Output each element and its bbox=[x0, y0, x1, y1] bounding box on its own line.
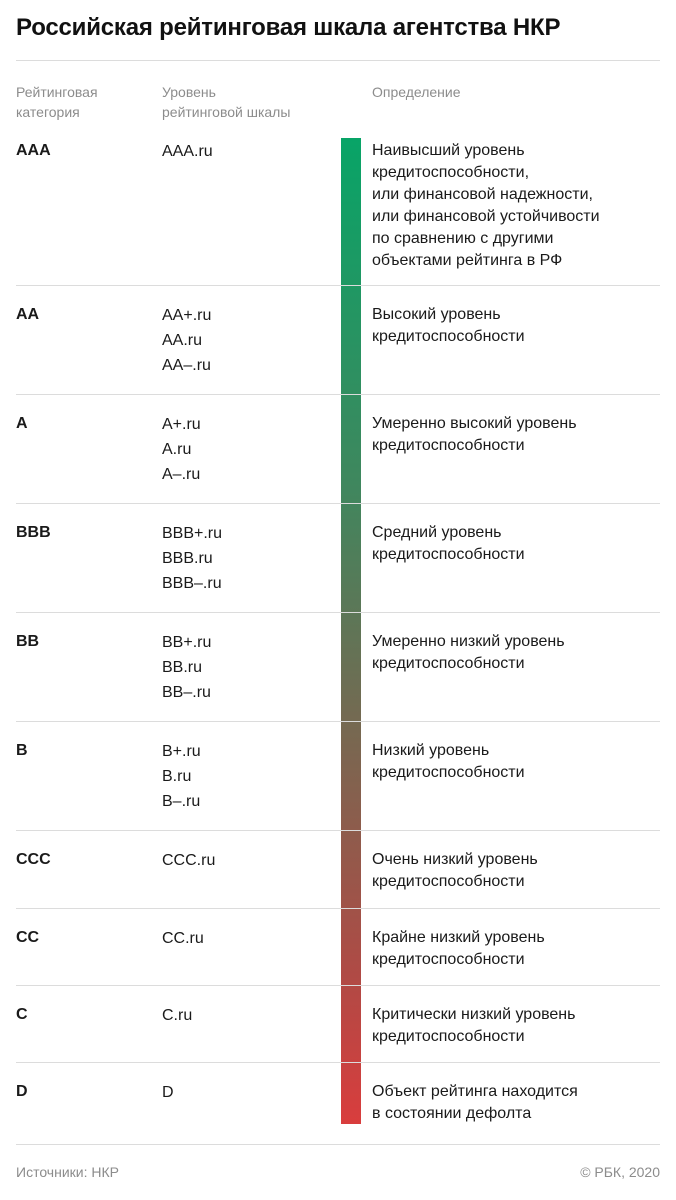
rating-level: A+.ru bbox=[162, 416, 201, 433]
rating-definition: Низкий уровень кредитоспособности bbox=[372, 742, 525, 781]
rating-category: BB bbox=[16, 633, 40, 650]
rating-category: BBB bbox=[16, 524, 51, 541]
row-divider bbox=[16, 285, 660, 286]
rating-level: BBB–.ru bbox=[162, 575, 222, 592]
footer-copyright: © РБК, 2020 bbox=[580, 1164, 660, 1180]
rating-definition: Наивысший уровень кредитоспособности, ил… bbox=[372, 142, 600, 269]
rating-levels: AAA.ru bbox=[162, 140, 332, 165]
rating-level: AA.ru bbox=[162, 332, 203, 349]
rating-definition: Очень низкий уровень кредитоспособности bbox=[372, 851, 538, 890]
rating-level: AA+.ru bbox=[162, 307, 212, 324]
row-divider bbox=[16, 612, 660, 613]
rating-category: D bbox=[16, 1083, 28, 1100]
rating-definition: Средний уровень кредитоспособности bbox=[372, 524, 525, 563]
rating-definition: Умеренно низкий уровень кредитоспособнос… bbox=[372, 633, 565, 672]
rating-levels: CCC.ru bbox=[162, 849, 332, 874]
rating-level: B+.ru bbox=[162, 743, 201, 760]
rating-levels: C.ru bbox=[162, 1004, 332, 1029]
rating-category: B bbox=[16, 742, 28, 759]
rating-definition: Критически низкий уровень кредитоспособн… bbox=[372, 1006, 576, 1045]
rating-levels: B+.ru B.ru B–.ru bbox=[162, 740, 332, 815]
rating-levels: BB+.ru BB.ru BB–.ru bbox=[162, 631, 332, 706]
rating-category: C bbox=[16, 1006, 28, 1023]
row-divider bbox=[16, 985, 660, 986]
column-header-level: Уровень рейтинговой шкалы bbox=[162, 84, 291, 120]
row-divider bbox=[16, 830, 660, 831]
rating-definition: Умеренно высокий уровень кредитоспособно… bbox=[372, 415, 577, 454]
rating-level: D bbox=[162, 1084, 174, 1101]
rating-definition: Высокий уровень кредитоспособности bbox=[372, 306, 525, 345]
rating-levels: AA+.ru AA.ru AA–.ru bbox=[162, 304, 332, 379]
row-divider bbox=[16, 503, 660, 504]
column-header-category: Рейтинговая категория bbox=[16, 84, 98, 120]
rating-level: B.ru bbox=[162, 768, 192, 785]
rating-category: A bbox=[16, 415, 28, 432]
rating-level: C.ru bbox=[162, 1007, 193, 1024]
rating-levels: BBB+.ru BBB.ru BBB–.ru bbox=[162, 522, 332, 597]
footer-divider bbox=[16, 1144, 660, 1145]
rating-category: AA bbox=[16, 306, 40, 323]
rating-levels: A+.ru A.ru A–.ru bbox=[162, 413, 332, 488]
rating-level: BB–.ru bbox=[162, 684, 211, 701]
title-divider bbox=[16, 60, 660, 61]
rating-category: AAA bbox=[16, 142, 51, 159]
rating-level: A–.ru bbox=[162, 466, 201, 483]
rating-definition: Объект рейтинга находится в состоянии де… bbox=[372, 1083, 578, 1122]
rating-category: CCC bbox=[16, 851, 51, 868]
rating-level: BB+.ru bbox=[162, 634, 212, 651]
row-divider bbox=[16, 721, 660, 722]
rating-level: AAA.ru bbox=[162, 143, 213, 160]
column-header-definition: Определение bbox=[372, 84, 461, 100]
footer-source: Источники: НКР bbox=[16, 1164, 119, 1180]
rating-category: CC bbox=[16, 929, 40, 946]
rating-level: A.ru bbox=[162, 441, 192, 458]
row-divider bbox=[16, 908, 660, 909]
rating-level: CC.ru bbox=[162, 930, 204, 947]
rating-levels: CC.ru bbox=[162, 927, 332, 952]
rating-level: BBB.ru bbox=[162, 550, 213, 567]
page-title: Российская рейтинговая шкала агентства Н… bbox=[16, 14, 561, 41]
rating-level: B–.ru bbox=[162, 793, 201, 810]
rating-levels: D bbox=[162, 1081, 332, 1106]
rating-level: BB.ru bbox=[162, 659, 203, 676]
rating-level: BBB+.ru bbox=[162, 525, 223, 542]
row-divider bbox=[16, 394, 660, 395]
rating-level: AA–.ru bbox=[162, 357, 211, 374]
row-divider bbox=[16, 1062, 660, 1063]
rating-definition: Крайне низкий уровень кредитоспособности bbox=[372, 929, 545, 968]
rating-level: CCC.ru bbox=[162, 852, 216, 869]
rating-scale-gradient-bar bbox=[341, 138, 361, 1124]
